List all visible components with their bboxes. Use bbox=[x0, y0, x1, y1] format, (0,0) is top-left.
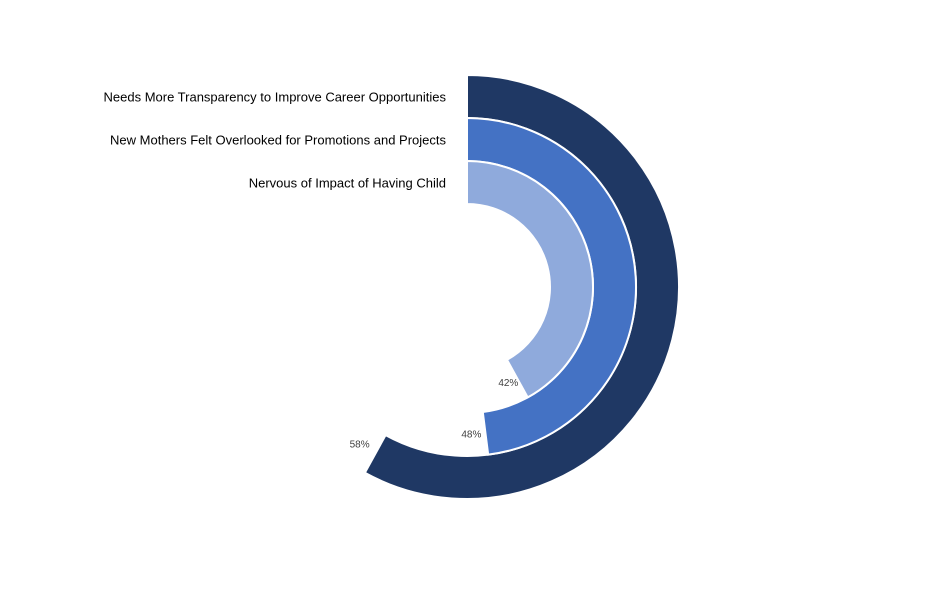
value-label-2: 48% bbox=[461, 429, 481, 440]
series-label-1: Needs More Transparency to Improve Caree… bbox=[104, 90, 447, 105]
chart-rings bbox=[363, 73, 680, 500]
series-label-2: New Mothers Felt Overlooked for Promotio… bbox=[110, 133, 446, 148]
chart-labels: Needs More Transparency to Improve Caree… bbox=[104, 90, 519, 451]
value-label-3: 42% bbox=[498, 378, 518, 389]
value-label-1: 58% bbox=[350, 439, 370, 450]
ring-bar-3 bbox=[466, 159, 594, 399]
series-label-3: Nervous of Impact of Having Child bbox=[249, 176, 446, 191]
